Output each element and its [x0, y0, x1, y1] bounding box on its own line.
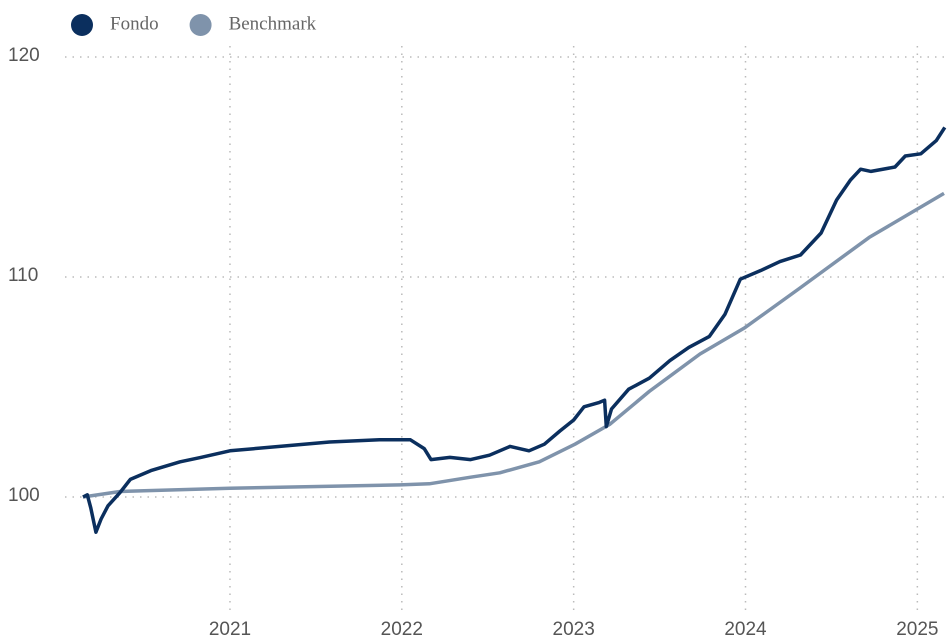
legend-marker — [189, 14, 212, 36]
legend-label: Fondo — [110, 13, 159, 34]
legend-marker — [71, 14, 93, 36]
series-line — [82, 191, 945, 499]
y-tick-label: 110 — [8, 265, 38, 286]
x-tick-label: 2021 — [209, 619, 251, 639]
x-tick-label: 2025 — [896, 619, 938, 639]
x-tick-label: 2022 — [381, 619, 423, 639]
y-tick-label: 120 — [8, 45, 40, 66]
legend-label: Benchmark — [229, 13, 317, 34]
series-line — [82, 126, 947, 534]
x-tick-label: 2024 — [724, 619, 767, 639]
x-tick-label: 2023 — [553, 619, 595, 639]
y-tick-label: 100 — [8, 485, 40, 506]
